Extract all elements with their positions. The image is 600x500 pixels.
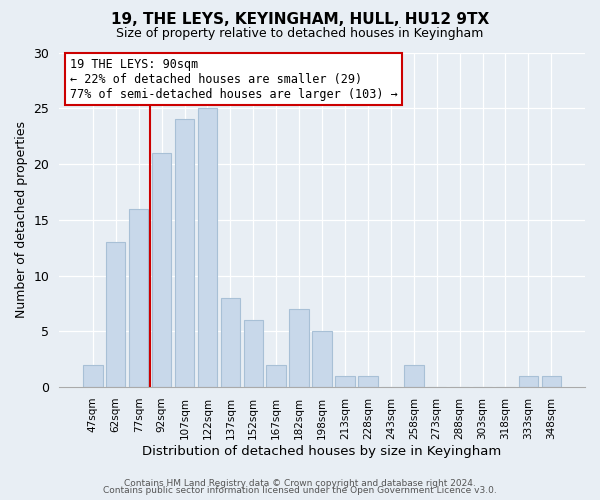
Bar	[266, 365, 286, 387]
Bar	[221, 298, 240, 387]
Bar	[313, 332, 332, 387]
Bar	[404, 365, 424, 387]
Bar	[358, 376, 377, 387]
Text: Contains HM Land Registry data © Crown copyright and database right 2024.: Contains HM Land Registry data © Crown c…	[124, 478, 476, 488]
Text: 19 THE LEYS: 90sqm
← 22% of detached houses are smaller (29)
77% of semi-detache: 19 THE LEYS: 90sqm ← 22% of detached hou…	[70, 58, 397, 100]
Text: Size of property relative to detached houses in Keyingham: Size of property relative to detached ho…	[116, 28, 484, 40]
Bar	[129, 208, 148, 387]
Bar	[518, 376, 538, 387]
Bar	[289, 309, 309, 387]
X-axis label: Distribution of detached houses by size in Keyingham: Distribution of detached houses by size …	[142, 444, 502, 458]
Bar	[83, 365, 103, 387]
Text: Contains public sector information licensed under the Open Government Licence v3: Contains public sector information licen…	[103, 486, 497, 495]
Bar	[542, 376, 561, 387]
Bar	[335, 376, 355, 387]
Text: 19, THE LEYS, KEYINGHAM, HULL, HU12 9TX: 19, THE LEYS, KEYINGHAM, HULL, HU12 9TX	[111, 12, 489, 28]
Bar	[244, 320, 263, 387]
Bar	[106, 242, 125, 387]
Bar	[197, 108, 217, 387]
Bar	[175, 120, 194, 387]
Bar	[152, 153, 172, 387]
Y-axis label: Number of detached properties: Number of detached properties	[15, 122, 28, 318]
